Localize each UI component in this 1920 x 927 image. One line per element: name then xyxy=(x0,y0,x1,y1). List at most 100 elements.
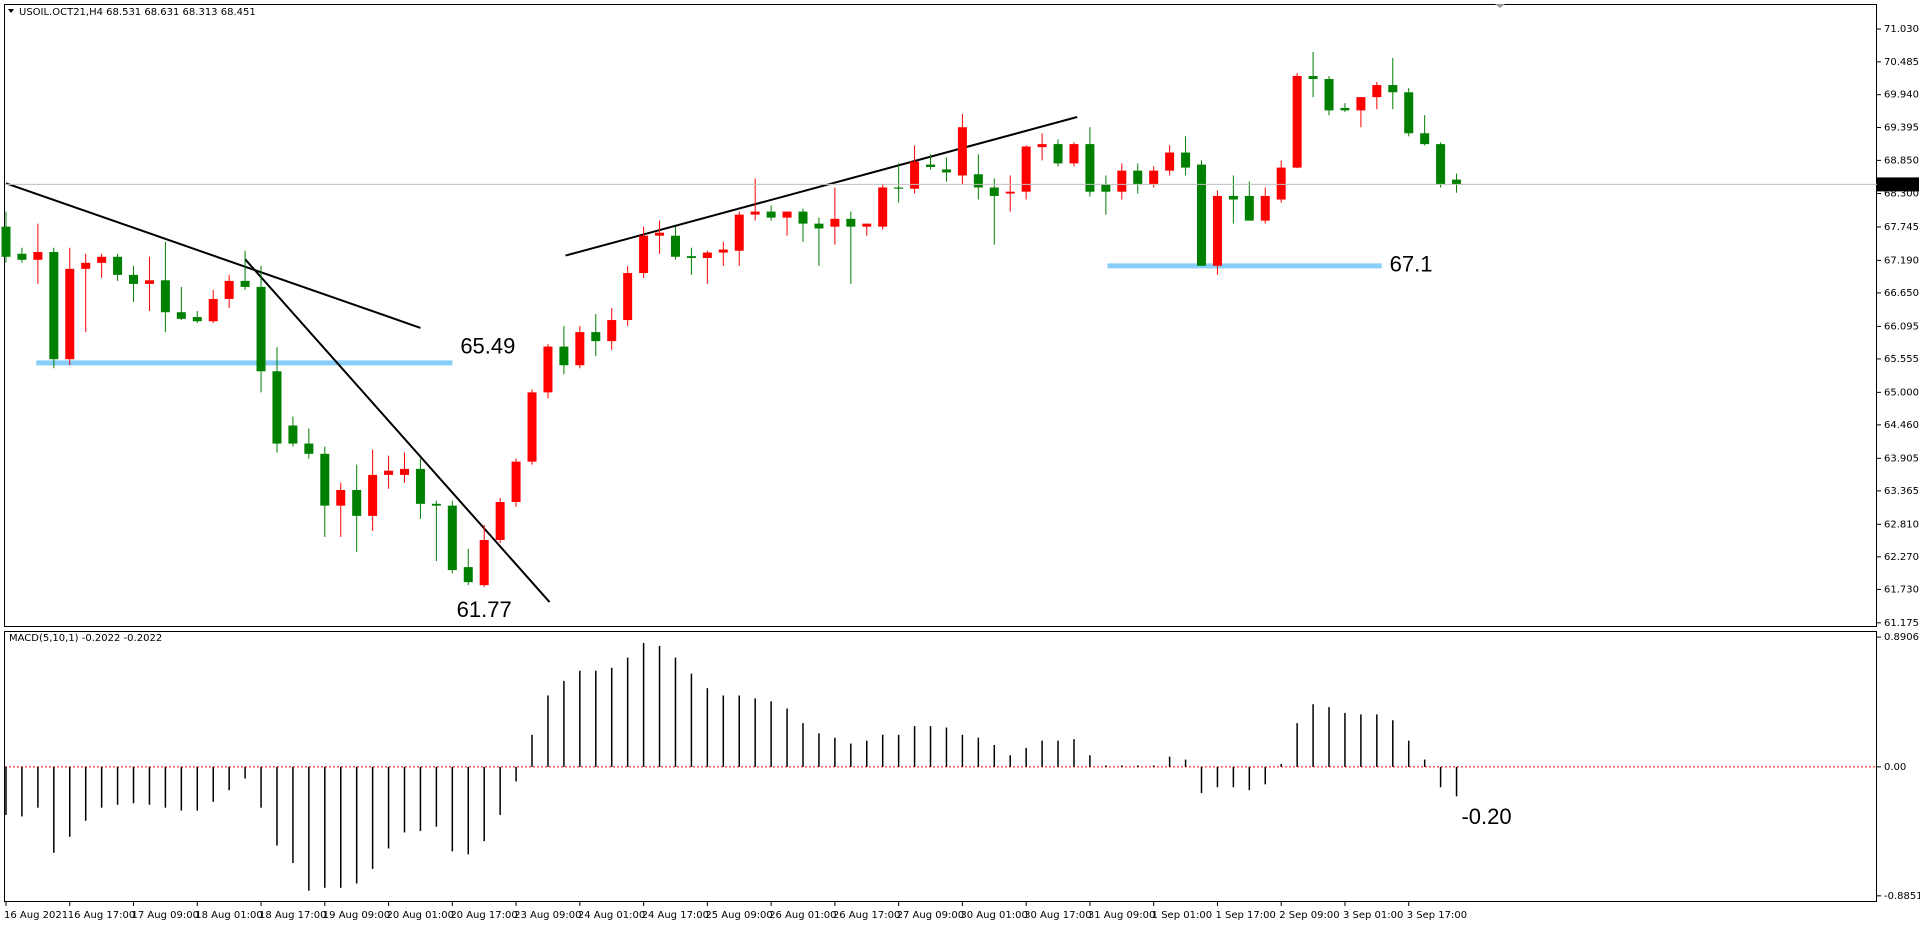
x-tick-label: 24 Aug 01:00 xyxy=(578,910,645,921)
candle-body xyxy=(208,298,218,322)
y-tick-label: 65.000 xyxy=(1884,387,1919,398)
candle-body xyxy=(49,251,59,360)
y-tick-label: 62.810 xyxy=(1884,519,1919,530)
menu-arrow[interactable] xyxy=(8,9,14,13)
candle-body xyxy=(224,280,234,299)
candle-body xyxy=(798,211,808,224)
candle-body xyxy=(17,253,27,260)
last-price-box xyxy=(1877,177,1919,192)
candle-body xyxy=(1404,92,1414,134)
candle-body xyxy=(192,317,202,322)
price-header: USOIL.OCT21,H4 68.531 68.631 68.313 68.4… xyxy=(19,7,256,18)
x-tick-label: 3 Sep 17:00 xyxy=(1407,910,1467,921)
macd-last: -0.2022 xyxy=(82,633,121,644)
annotation: 61.77 xyxy=(457,597,512,622)
candle-body xyxy=(1133,170,1143,185)
y-tick-label: 61.175 xyxy=(1884,618,1919,629)
candle-body xyxy=(1436,144,1446,185)
x-tick-label: 25 Aug 09:00 xyxy=(705,910,772,921)
candle-body xyxy=(1165,152,1175,171)
candle-body xyxy=(1260,195,1270,221)
y-tick-label: 67.190 xyxy=(1884,255,1919,266)
macd-panel-border xyxy=(4,631,1877,902)
trend-line xyxy=(5,182,421,329)
candle-body xyxy=(160,280,170,313)
candle-body xyxy=(527,392,537,462)
candle-body xyxy=(1037,144,1047,148)
candle-body xyxy=(1308,76,1318,80)
candle-body xyxy=(1212,195,1222,266)
candle-body xyxy=(479,539,489,586)
candle-body xyxy=(910,161,920,189)
y-tick-label: 63.905 xyxy=(1884,453,1919,464)
candle-body xyxy=(1420,133,1430,145)
x-tick-label: 26 Aug 17:00 xyxy=(833,910,900,921)
candle-body xyxy=(495,502,505,540)
x-tick-label: 24 Aug 17:00 xyxy=(642,910,709,921)
y-tick-label: 0.8906 xyxy=(1884,632,1919,643)
trend-line xyxy=(565,116,1078,257)
indicator-name: MACD(5,10,1) xyxy=(9,633,79,644)
candle-body xyxy=(1053,144,1063,164)
candle-body xyxy=(846,218,856,227)
candle-body xyxy=(782,211,792,218)
candle-body xyxy=(1149,170,1159,185)
x-tick-label: 18 Aug 01:00 xyxy=(195,910,262,921)
level-label: 67.1 xyxy=(1390,252,1433,277)
candle-body xyxy=(1101,184,1111,192)
candle-body xyxy=(989,187,999,196)
candle-body xyxy=(1388,85,1398,93)
x-tick-label: 19 Aug 09:00 xyxy=(323,910,390,921)
macd-header: MACD(5,10,1) -0.2022 -0.2022 xyxy=(9,633,162,644)
price-panel-border xyxy=(4,4,1877,627)
candle-body xyxy=(973,174,983,188)
candle-body xyxy=(129,274,139,284)
candle-body xyxy=(272,371,282,444)
candle-body xyxy=(144,280,154,284)
last-price-label: 68.451 xyxy=(1884,179,1919,190)
y-tick-label: 67.745 xyxy=(1884,222,1919,233)
candle-body xyxy=(81,262,91,269)
last-close: 68.451 xyxy=(221,7,256,18)
candle-body xyxy=(623,273,633,321)
x-tick-label: 23 Aug 09:00 xyxy=(514,910,581,921)
candle-body xyxy=(1324,79,1334,111)
candle-body xyxy=(559,346,569,366)
x-tick-label: 27 Aug 09:00 xyxy=(897,910,964,921)
candle-body xyxy=(926,164,936,168)
y-tick-label: 65.555 xyxy=(1884,354,1919,365)
candle-body xyxy=(97,256,107,263)
x-tick-label: 2 Sep 09:00 xyxy=(1279,910,1339,921)
y-tick-label: 68.300 xyxy=(1884,189,1919,200)
candle-body xyxy=(463,567,473,583)
candle-body xyxy=(400,468,409,475)
candle-body xyxy=(384,470,394,475)
candle-body xyxy=(639,235,649,274)
candle-body xyxy=(288,425,298,444)
x-tick-label: 1 Sep 17:00 xyxy=(1215,910,1275,921)
candle-body xyxy=(352,489,362,516)
candle-body xyxy=(1197,164,1206,266)
candle-body xyxy=(894,187,904,189)
x-tick-label: 20 Aug 17:00 xyxy=(450,910,517,921)
candle-body xyxy=(1292,76,1302,168)
candle-body xyxy=(1069,144,1079,164)
x-tick-label: 3 Sep 01:00 xyxy=(1343,910,1403,921)
y-tick-label: 69.940 xyxy=(1884,90,1919,101)
x-tick-label: 20 Aug 01:00 xyxy=(387,910,454,921)
candle-body xyxy=(878,187,888,227)
candle-body xyxy=(1340,107,1350,111)
candle-body xyxy=(1,226,11,257)
candle-body xyxy=(368,474,378,516)
candle-body xyxy=(734,214,744,251)
signal-last: -0.2022 xyxy=(124,633,163,644)
candle-body xyxy=(320,453,330,506)
last-low: 68.313 xyxy=(183,7,218,18)
y-tick-label: 62.270 xyxy=(1884,552,1919,563)
candle-body xyxy=(862,223,872,227)
x-tick-label: 17 Aug 09:00 xyxy=(132,910,199,921)
x-tick-label: 30 Aug 17:00 xyxy=(1024,910,1091,921)
candle-body xyxy=(957,127,967,176)
candle-body xyxy=(655,232,665,236)
